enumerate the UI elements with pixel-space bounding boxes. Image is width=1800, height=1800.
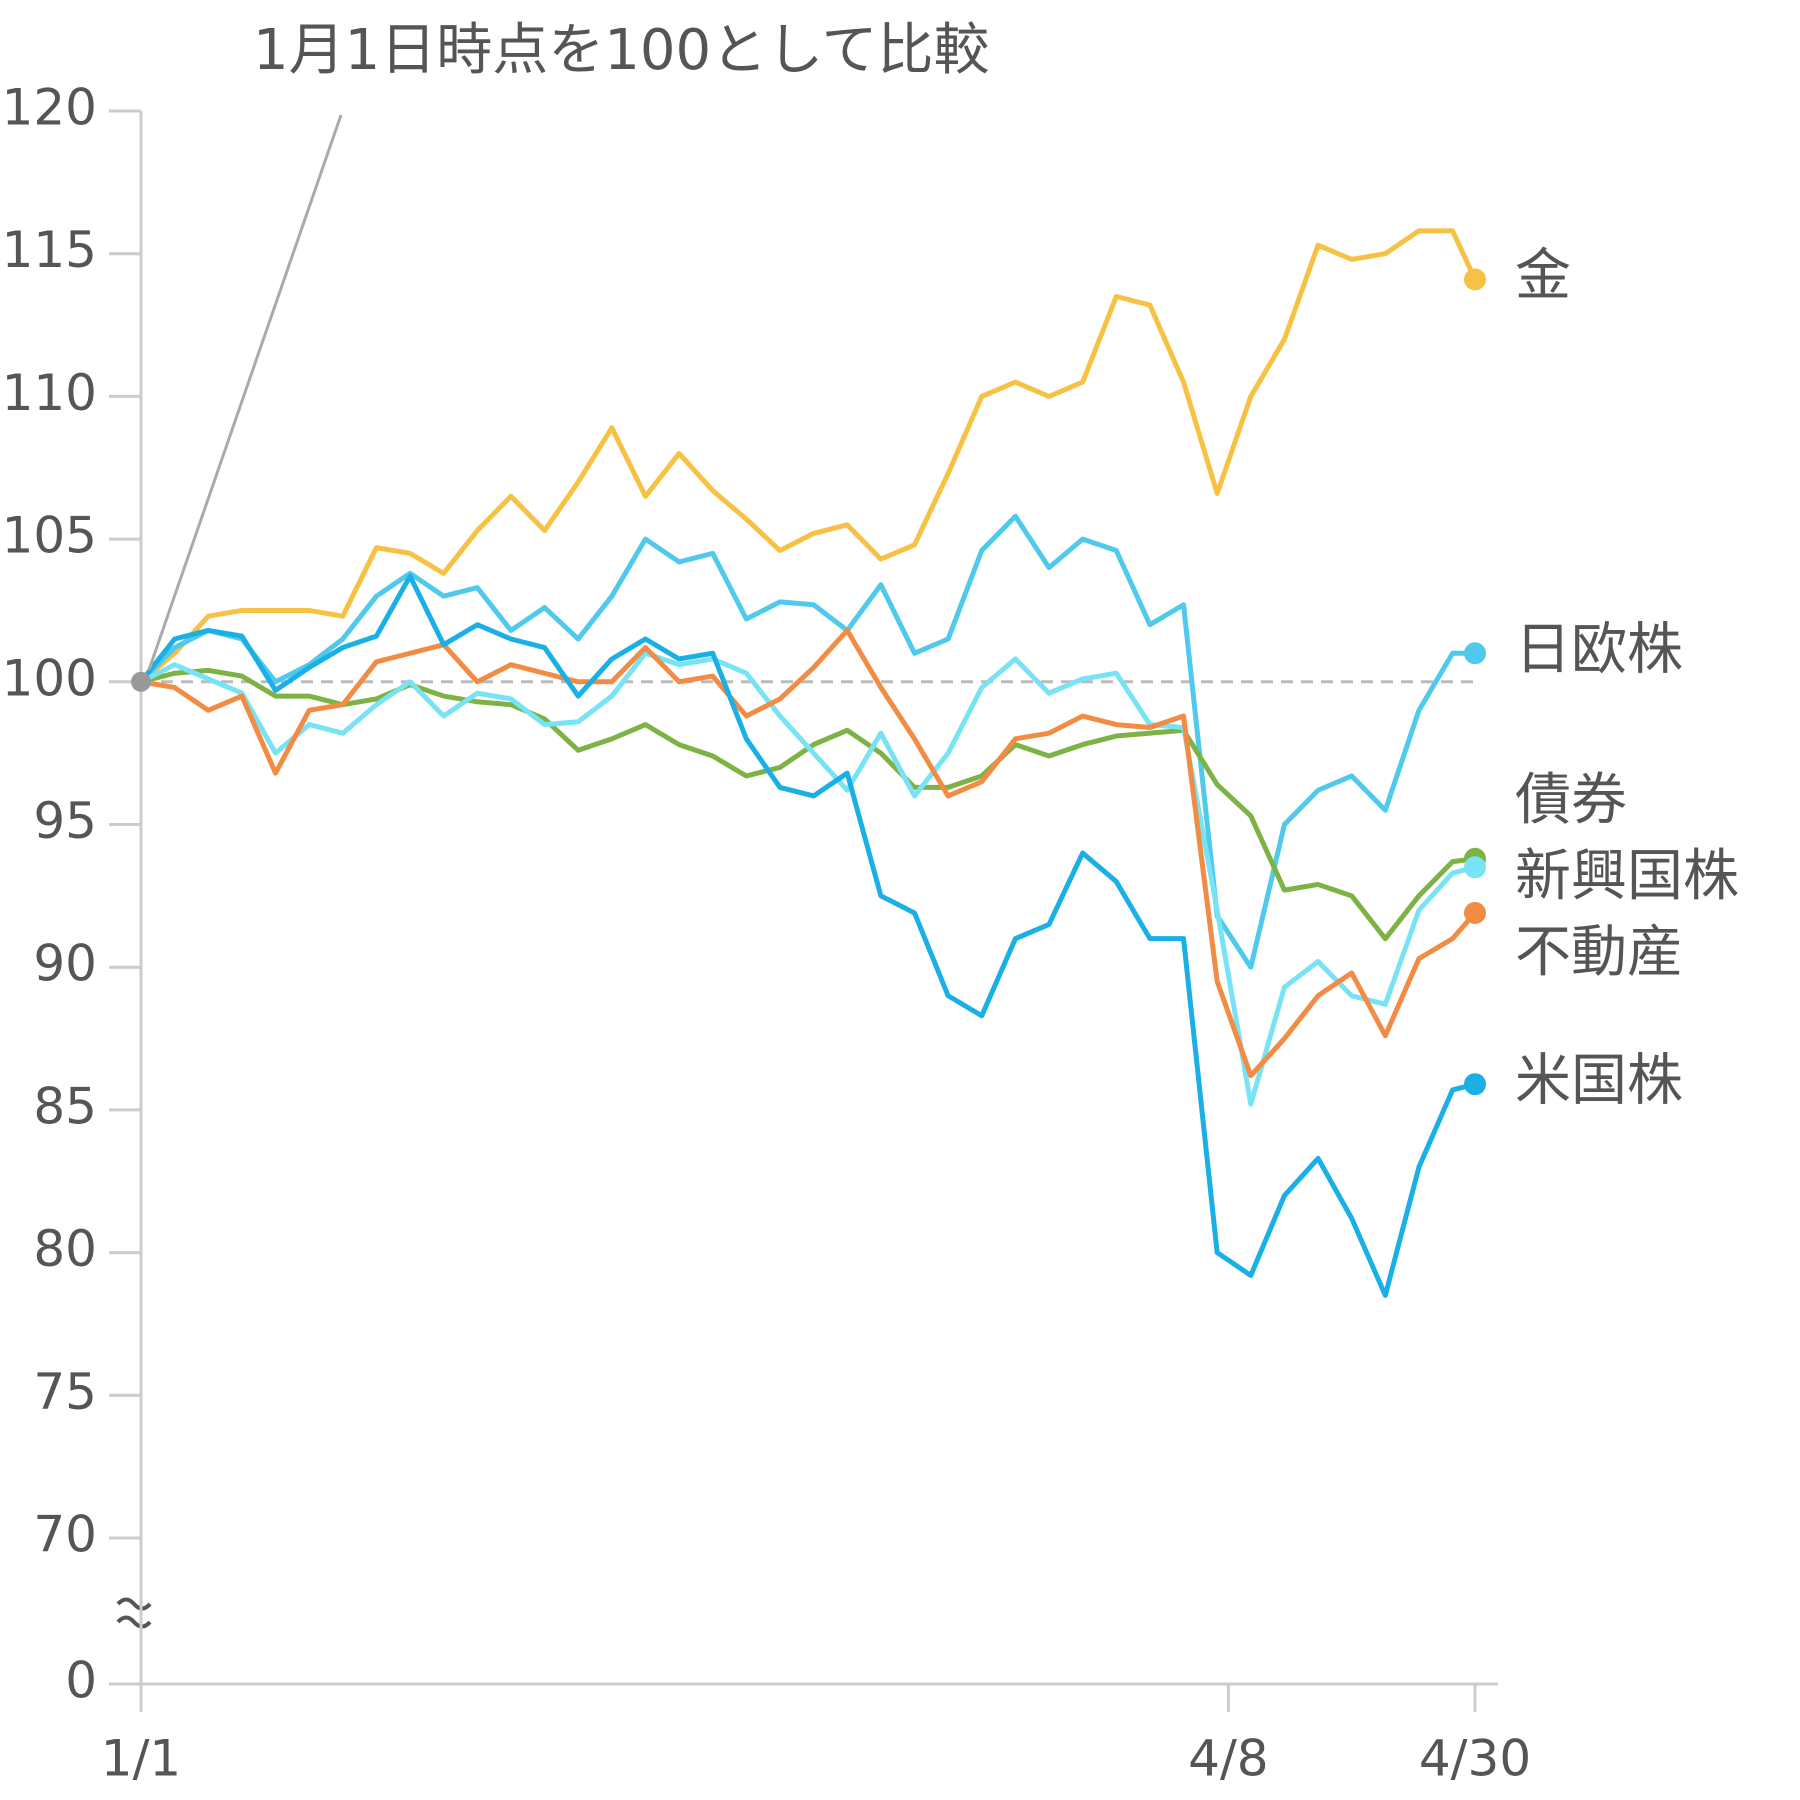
- series-line: [140, 627, 1477, 1079]
- series-line: [139, 573, 1476, 1298]
- series-line: [140, 667, 1476, 942]
- series-label: 金: [1515, 244, 1571, 309]
- y-tick-label: 105: [2, 507, 97, 565]
- annotation-leader: [147, 114, 343, 671]
- y-tick-label: 100: [2, 649, 97, 707]
- x-tick-label: 4/8: [1188, 1730, 1268, 1788]
- y-tick-label: 95: [33, 792, 97, 850]
- series-label: 新興国株: [1515, 844, 1739, 909]
- end-point: [1464, 1073, 1486, 1096]
- series-label: 債券: [1515, 768, 1627, 833]
- x-tick-label: 1/1: [101, 1730, 181, 1788]
- x-tick-label: 4/30: [1419, 1730, 1531, 1788]
- y-tick-label: 75: [33, 1363, 97, 1421]
- y-tick-label: 110: [2, 364, 97, 422]
- y-tick-label: 120: [2, 79, 97, 137]
- series-label: 日欧株: [1515, 617, 1683, 682]
- end-point: [1464, 856, 1486, 879]
- y-tick-label: 85: [33, 1077, 97, 1135]
- end-point: [1464, 642, 1486, 665]
- series-line: [139, 228, 1478, 684]
- series-label: 米国株: [1515, 1048, 1683, 1113]
- annotation: 1月1日時点を100として比較: [253, 18, 989, 83]
- series-label: 不動産: [1515, 920, 1683, 985]
- y-tick-label: 115: [2, 221, 97, 279]
- end-point: [1464, 268, 1486, 291]
- y-tick-label: 0: [65, 1652, 97, 1710]
- start-point: [131, 671, 151, 692]
- y-tick-label: 70: [33, 1506, 97, 1564]
- series-line: [139, 650, 1476, 1107]
- y-tick-label: 90: [33, 935, 97, 993]
- y-tick-label: 80: [33, 1220, 97, 1278]
- series-line: [139, 513, 1475, 970]
- end-point: [1464, 901, 1486, 924]
- axis-break: [116, 1597, 152, 1629]
